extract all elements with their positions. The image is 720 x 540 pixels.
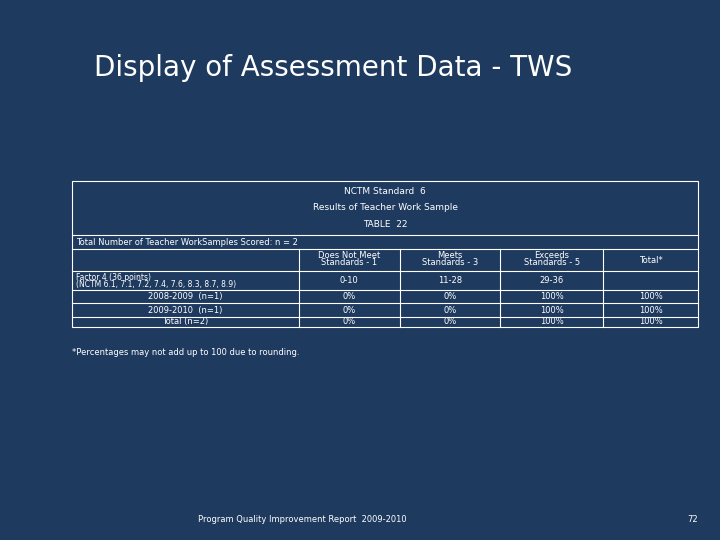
Text: TABLE  22: TABLE 22 [363, 220, 408, 228]
Text: 0%: 0% [444, 306, 456, 315]
Text: Factor 4 (36 points): Factor 4 (36 points) [76, 273, 150, 282]
Text: Total Number of Teacher WorkSamples Scored: n = 2: Total Number of Teacher WorkSamples Scor… [76, 238, 297, 247]
Text: Results of Teacher Work Sample: Results of Teacher Work Sample [312, 204, 458, 212]
Text: 0%: 0% [343, 306, 356, 315]
Text: 100%: 100% [639, 306, 662, 315]
Text: 0%: 0% [343, 318, 356, 326]
Text: 100%: 100% [540, 306, 564, 315]
Text: Standards - 3: Standards - 3 [422, 258, 478, 267]
Text: 0%: 0% [444, 318, 456, 326]
Text: 2008-2009  (n=1): 2008-2009 (n=1) [148, 292, 222, 301]
Text: 0-10: 0-10 [340, 276, 359, 285]
Text: NCTM Standard  6: NCTM Standard 6 [344, 187, 426, 196]
Text: 100%: 100% [639, 318, 662, 326]
Text: Total*: Total* [639, 256, 662, 265]
Text: (NCTM 6.1, 7.1, 7.2, 7.4, 7.6, 8.3, 8.7, 8.9): (NCTM 6.1, 7.1, 7.2, 7.4, 7.6, 8.3, 8.7,… [76, 280, 235, 289]
Text: 100%: 100% [639, 292, 662, 301]
Text: Display of Assessment Data - TWS: Display of Assessment Data - TWS [94, 54, 572, 82]
Text: Program Quality Improvement Report  2009-2010: Program Quality Improvement Report 2009-… [198, 515, 407, 524]
Text: 11-28: 11-28 [438, 276, 462, 285]
Text: *Percentages may not add up to 100 due to rounding.: *Percentages may not add up to 100 due t… [72, 348, 300, 357]
Text: Total (n=2): Total (n=2) [162, 318, 209, 326]
Text: Exceeds: Exceeds [534, 251, 570, 260]
Text: Standards - 5: Standards - 5 [524, 258, 580, 267]
Text: 72: 72 [688, 515, 698, 524]
Text: 29-36: 29-36 [540, 276, 564, 285]
Bar [72, 181, 698, 327]
Text: Meets: Meets [437, 251, 463, 260]
Text: 100%: 100% [540, 318, 564, 326]
Text: 0%: 0% [343, 292, 356, 301]
Text: Does Not Meet: Does Not Meet [318, 251, 380, 260]
Text: 100%: 100% [540, 292, 564, 301]
Text: Standards - 1: Standards - 1 [321, 258, 377, 267]
Text: 2009-2010  (n=1): 2009-2010 (n=1) [148, 306, 222, 315]
Text: 0%: 0% [444, 292, 456, 301]
